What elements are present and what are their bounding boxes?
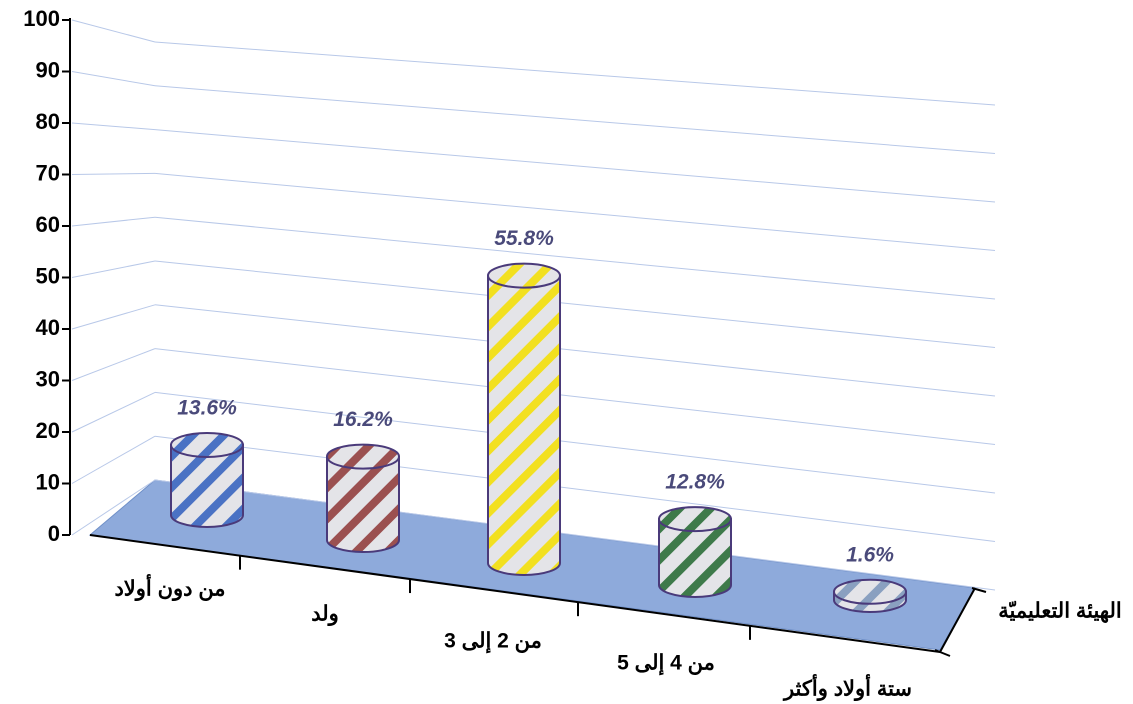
grid-line xyxy=(154,435,996,542)
y-tick-label: 70 xyxy=(36,160,60,185)
y-tick-label: 80 xyxy=(36,109,60,134)
grid-line xyxy=(154,304,996,397)
x-tick-label: ستة أولاد وأكثر xyxy=(782,674,912,702)
cylinder xyxy=(658,518,732,598)
grid-line xyxy=(154,479,996,591)
grid-line xyxy=(71,304,156,330)
value-label: 55.8% xyxy=(494,227,554,250)
y-tick-label: 40 xyxy=(36,315,60,340)
cylinder xyxy=(170,443,244,528)
grid-line xyxy=(154,129,996,203)
x-tick-label: ولد xyxy=(311,603,339,627)
depth-tick xyxy=(934,649,951,657)
cylinder-top xyxy=(170,431,244,458)
x-tick-label: من دون أولاد xyxy=(114,574,225,602)
grid-line xyxy=(71,71,156,87)
y-tick-label: 10 xyxy=(36,469,60,494)
grid-line xyxy=(71,391,156,433)
cylinder xyxy=(326,455,400,553)
x-tick-label: من 4 إلى 5 xyxy=(617,652,715,676)
cylinder-top xyxy=(833,578,907,605)
y-tick-label: 100 xyxy=(23,6,60,31)
value-label: 12.8% xyxy=(665,471,725,494)
grid-line xyxy=(154,41,996,106)
grid-line xyxy=(71,122,156,131)
grid-line xyxy=(71,19,156,43)
grid-line xyxy=(71,479,156,536)
cylinder xyxy=(487,274,561,576)
grid-line xyxy=(154,172,996,251)
cylinder-top xyxy=(658,506,732,533)
y-tick-label: 50 xyxy=(36,263,60,288)
y-tick-label: 20 xyxy=(36,418,60,443)
grid-line xyxy=(154,348,996,445)
grid-line xyxy=(71,435,156,484)
grid-line xyxy=(154,216,996,300)
grid xyxy=(71,19,996,591)
y-tick-label: 90 xyxy=(36,57,60,82)
depth-axis xyxy=(939,587,976,653)
y-tick-label: 0 xyxy=(48,521,60,546)
depth-tick xyxy=(971,587,987,593)
cylinder-top xyxy=(487,262,561,289)
grid-line xyxy=(71,216,156,227)
x-tick-label: من 2 إلى 3 xyxy=(444,630,542,654)
series-name: الهيئة التعليميّة xyxy=(998,600,1121,624)
grid-line xyxy=(154,260,996,348)
grid-line xyxy=(154,85,996,154)
value-label: 16.2% xyxy=(333,408,393,431)
grid-line xyxy=(71,260,156,278)
value-label: 13.6% xyxy=(177,397,237,420)
grid-line xyxy=(154,391,996,494)
y-tick-label: 30 xyxy=(36,366,60,391)
grid-line xyxy=(71,172,156,175)
cylinder-top xyxy=(326,443,400,470)
y-tick-label: 60 xyxy=(36,212,60,237)
value-label: 1.6% xyxy=(846,543,894,566)
grid-line xyxy=(71,348,156,381)
x-axis xyxy=(89,534,941,653)
